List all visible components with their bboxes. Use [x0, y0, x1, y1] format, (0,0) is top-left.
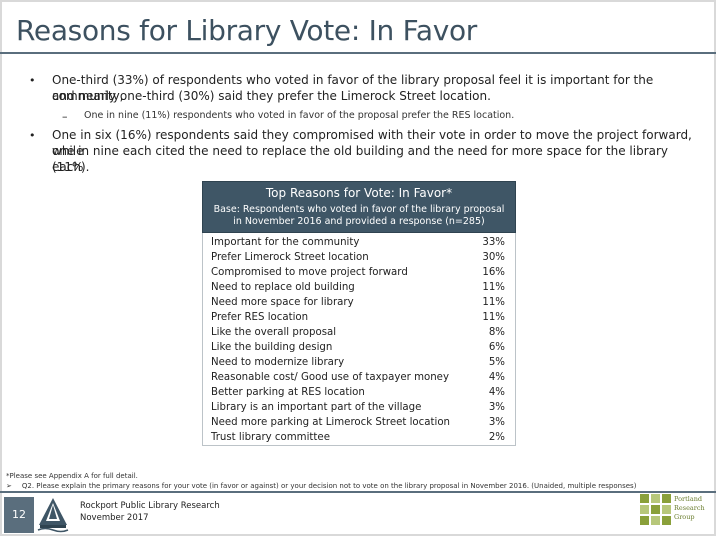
- row-value: 4%: [488, 387, 505, 398]
- row-value: 30%: [482, 252, 505, 263]
- table-base-line-2: in November 2016 and provided a response…: [233, 216, 485, 227]
- row-label: Prefer RES location: [211, 312, 309, 323]
- table-header: Top Reasons for Vote: In Favor* Base: Re…: [202, 181, 516, 233]
- row-value: 11%: [482, 297, 505, 308]
- footnote: *Please see Appendix A for full detail.: [6, 472, 138, 480]
- footer-line-1: Rockport Public Library Research: [80, 501, 220, 511]
- table-row: Important for the community 33%: [211, 235, 505, 250]
- row-value: 5%: [488, 357, 505, 368]
- table-base-line-1: Base: Respondents who voted in favor of …: [213, 204, 505, 215]
- portland-research-group-logo-icon: [640, 494, 708, 526]
- reasons-table: Important for the community 33% Prefer Li…: [202, 233, 516, 446]
- row-value: 11%: [482, 312, 505, 323]
- footer-divider: [0, 491, 716, 493]
- title-divider: [0, 52, 716, 54]
- footer-text: Rockport Public Library Research Novembe…: [80, 500, 220, 524]
- arrow-bullet-icon: ➢: [6, 482, 12, 490]
- table-row: Library is an important part of the vill…: [211, 400, 505, 415]
- table-row: Prefer RES location 11%: [211, 310, 505, 325]
- table-row: Prefer Limerock Street location 30%: [211, 250, 505, 265]
- row-label: Library is an important part of the vill…: [211, 402, 422, 413]
- table-row: Like the building design 6%: [211, 340, 505, 355]
- logo-line-2: Research: [674, 504, 705, 512]
- bullet-1-line-1: One-third (33%) of respondents who voted…: [52, 73, 654, 103]
- bullet-1-line-2: and nearly one-third (30%) said they pre…: [52, 89, 491, 103]
- table-row: Need to replace old building 11%: [211, 280, 505, 295]
- row-label: Need more parking at Limerock Street loc…: [211, 417, 451, 428]
- row-value: 3%: [488, 402, 505, 413]
- sub-bullet-text: One in nine (11%) respondents who voted …: [84, 110, 515, 121]
- portland-research-group-name: Portland Research Group: [674, 495, 705, 522]
- row-label: Compromised to move project forward: [211, 267, 408, 278]
- page-title: Reasons for Library Vote: In Favor: [16, 14, 478, 47]
- table-row: Compromised to move project forward 16%: [211, 265, 505, 280]
- row-value: 3%: [488, 417, 505, 428]
- row-value: 33%: [482, 237, 505, 248]
- table-row: Like the overall proposal 8%: [211, 325, 505, 340]
- row-label: Trust library committee: [211, 432, 330, 443]
- bullet-2-line-3: each).: [52, 160, 90, 174]
- bullet-marker: •: [29, 74, 36, 87]
- row-value: 6%: [488, 342, 505, 353]
- row-label: Better parking at RES location: [211, 387, 365, 398]
- table-row: Better parking at RES location 4%: [211, 385, 505, 400]
- logo-line-3: Group: [674, 513, 695, 521]
- bullet-2-line-1: One in six (16%) respondents said they c…: [52, 128, 692, 158]
- row-label: Prefer Limerock Street location: [211, 252, 369, 263]
- row-label: Reasonable cost/ Good use of taxpayer mo…: [211, 372, 449, 383]
- page-number: 12: [4, 497, 34, 533]
- table-row: Need more space for library 11%: [211, 295, 505, 310]
- row-label: Like the building design: [211, 342, 333, 353]
- row-label: Like the overall proposal: [211, 327, 337, 338]
- row-value: 4%: [488, 372, 505, 383]
- table-row: Need to modernize library 5%: [211, 355, 505, 370]
- row-label: Need to modernize library: [211, 357, 345, 368]
- row-label: Need more space for library: [211, 297, 354, 308]
- table-row: Trust library committee 2%: [211, 430, 505, 445]
- row-value: 8%: [488, 327, 505, 338]
- logo-line-1: Portland: [674, 495, 703, 503]
- row-label: Important for the community: [211, 237, 360, 248]
- row-label: Need to replace old building: [211, 282, 355, 293]
- table-title: Top Reasons for Vote: In Favor*: [265, 186, 453, 200]
- sub-bullet-marker: –: [62, 110, 68, 123]
- row-value: 16%: [482, 267, 505, 278]
- bullet-marker: •: [29, 129, 36, 142]
- question-note: ➢ Q2. Please explain the primary reasons …: [6, 482, 636, 490]
- library-logo-icon: [34, 495, 72, 533]
- table-row: Need more parking at Limerock Street loc…: [211, 415, 505, 430]
- question-text: Q2. Please explain the primary reasons f…: [21, 482, 637, 490]
- row-value: 11%: [482, 282, 505, 293]
- row-value: 2%: [488, 432, 505, 443]
- footer-line-2: November 2017: [80, 513, 149, 523]
- table-row: Reasonable cost/ Good use of taxpayer mo…: [211, 370, 505, 385]
- bullet-2-line-2: one in nine each cited the need to repla…: [52, 144, 669, 174]
